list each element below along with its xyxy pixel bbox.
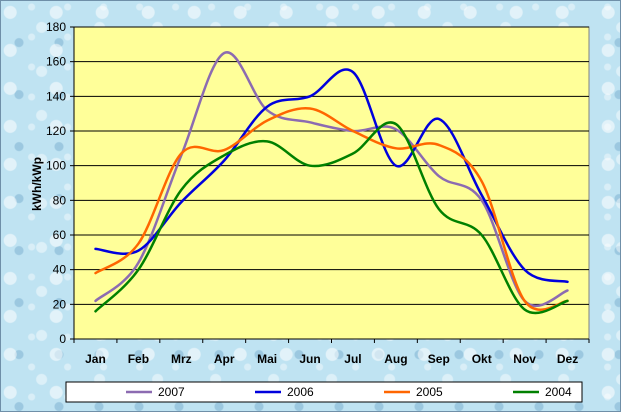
legend-label-2007: 2007: [158, 385, 185, 399]
series-line-2006: [94, 68, 569, 284]
x-tick-label: Mai: [257, 352, 277, 366]
x-tick-label: Aug: [384, 352, 407, 366]
x-tick-label: Jan: [85, 352, 106, 366]
y-tick-label: 20: [53, 297, 67, 311]
y-tick-label: 100: [46, 159, 66, 173]
y-tick-label: 180: [46, 20, 66, 34]
x-tick-label: Dez: [557, 352, 578, 366]
legend-label-2004: 2004: [545, 385, 572, 399]
y-tick-label: 140: [46, 89, 66, 103]
x-tick-label: Nov: [513, 352, 536, 366]
y-tick-label: 40: [53, 263, 67, 277]
x-tick-label: Mrz: [171, 352, 192, 366]
x-tick-label: Sep: [428, 352, 450, 366]
y-tick-label: 120: [46, 124, 66, 138]
legend: [65, 381, 583, 403]
series-line-2005: [94, 106, 569, 311]
legend-label-2006: 2006: [287, 385, 314, 399]
y-axis-label: kWh/kWp: [30, 157, 44, 211]
x-tick-label: Jun: [299, 352, 320, 366]
series-line-2007: [94, 51, 569, 308]
series-line-2004: [94, 121, 569, 315]
x-tick-label: Okt: [472, 352, 492, 366]
y-tick-label: 0: [59, 332, 66, 346]
x-tick-label: Apr: [214, 352, 235, 366]
y-tick-label: 60: [53, 228, 67, 242]
x-tick-label: Jul: [344, 352, 361, 366]
x-tick-label: Feb: [128, 352, 149, 366]
y-tick-label: 80: [53, 193, 67, 207]
legend-label-2005: 2005: [416, 385, 443, 399]
y-tick-label: 160: [46, 55, 66, 69]
